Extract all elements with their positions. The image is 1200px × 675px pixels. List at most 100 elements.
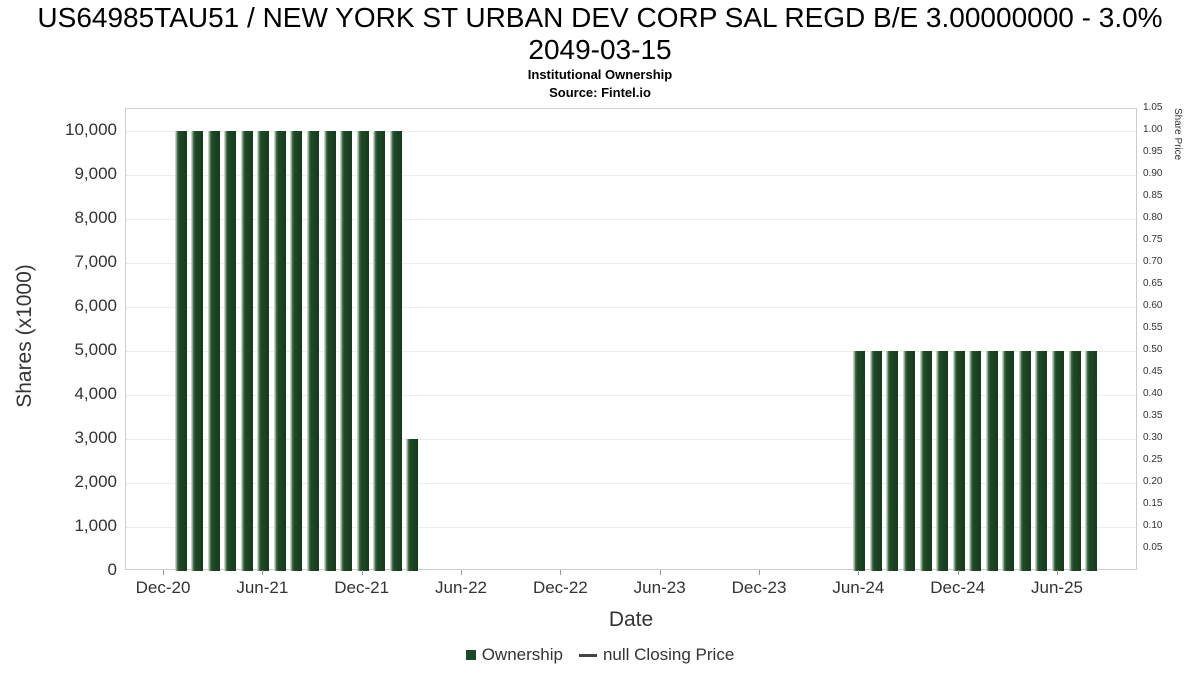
ownership-bar: [1085, 351, 1098, 571]
gridline: [126, 351, 1136, 352]
y-axis-right-tick-label: 1.05: [1143, 102, 1163, 113]
gridline: [126, 439, 1136, 440]
gridline: [126, 307, 1136, 308]
ownership-bar: [207, 131, 220, 571]
legend-label-closing-price: null Closing Price: [602, 645, 735, 664]
y-axis-left-tick-label: 8,000: [74, 208, 117, 227]
ownership-bar: [356, 131, 369, 571]
chart-subtitle: Institutional Ownership: [527, 67, 673, 82]
x-axis-tick-label: Jun-22: [435, 578, 487, 597]
y-axis-right-tick-label: 0.65: [1143, 278, 1163, 289]
gridline: [126, 263, 1136, 264]
legend: Ownership null Closing Price: [0, 645, 1200, 665]
y-axis-right-tick-label: 0.40: [1143, 388, 1163, 399]
y-axis-right-tick-label: 0.90: [1143, 168, 1163, 179]
ownership-square-swatch-icon: [465, 650, 476, 660]
ownership-bar: [191, 131, 204, 571]
y-axis-left-tick-label: 5,000: [74, 340, 117, 359]
y-axis-left-tick-label: 7,000: [74, 252, 117, 271]
x-axis-tick-mark: [461, 570, 462, 575]
gridline: [126, 483, 1136, 484]
ownership-bar: [307, 131, 319, 571]
ownership-bar: [406, 439, 419, 571]
ownership-bar: [340, 131, 353, 571]
y-axis-right-tick-label: 0.25: [1143, 454, 1163, 465]
y-axis-right-tick-label: 0.55: [1143, 322, 1163, 333]
legend-item-ownership[interactable]: Ownership: [465, 645, 563, 665]
x-axis-tick-mark: [361, 570, 363, 575]
ownership-bar: [869, 351, 882, 571]
x-axis-tick-mark: [163, 570, 164, 575]
gridline: [126, 527, 1136, 528]
chart-source: Source: Fintel.io: [549, 85, 651, 100]
y-axis-right-tick-label: 0.35: [1143, 410, 1163, 421]
ownership-bar: [985, 351, 998, 571]
y-axis-left-tick-label: 2,000: [74, 472, 117, 491]
legend-label-ownership: Ownership: [481, 645, 563, 664]
x-axis-tick-mark: [262, 570, 264, 575]
ownership-bar: [1068, 351, 1081, 571]
y-axis-right-tick-label: 0.95: [1143, 146, 1163, 157]
y-axis-left-tick-label: 6,000: [74, 296, 117, 315]
gridline: [126, 131, 1136, 132]
x-axis-tick-label: Dec-23: [731, 578, 787, 597]
y-axis-left-tick-label: 3,000: [74, 428, 117, 447]
x-axis-tick-label: Dec-22: [532, 578, 588, 597]
ownership-bar: [290, 131, 303, 571]
y-axis-right-tick-label: 0.05: [1143, 542, 1163, 553]
legend-item-closing-price[interactable]: null Closing Price: [578, 645, 735, 665]
x-axis-label: Date: [608, 608, 654, 631]
chart-title-text: US64985TAU51 / NEW YORK ST URBAN DEV COR…: [37, 2, 1163, 65]
x-axis-tick-label: Jun-24: [832, 578, 885, 597]
y-axis-right-tick-label: 0.70: [1143, 256, 1163, 267]
x-axis-tick-mark: [659, 570, 661, 575]
plot-area: [125, 108, 1137, 571]
ownership-bar: [224, 131, 237, 571]
ownership-bar: [240, 131, 253, 571]
y-axis-right-tick-label: 0.80: [1143, 212, 1163, 223]
closing-price-dash-swatch-icon: [578, 653, 597, 657]
y-axis-left-tick-label: 9,000: [74, 164, 117, 183]
y-axis-right-tick-label: 0.60: [1143, 300, 1163, 311]
ownership-bar: [1052, 351, 1065, 571]
x-axis-tick-mark: [759, 570, 761, 575]
y-axis-left-tick-label: 10,000: [65, 120, 117, 139]
y-axis-right-tick-label: 0.45: [1143, 366, 1163, 377]
x-axis-tick-label: Dec-24: [930, 578, 986, 597]
gridline: [126, 219, 1136, 220]
y-axis-left-tick-label: 1,000: [74, 516, 117, 535]
x-axis-tick-mark: [858, 570, 860, 575]
y-axis-right-tick-label: 0.15: [1143, 498, 1163, 509]
x-axis-tick-mark: [560, 570, 562, 575]
ownership-bar: [1002, 351, 1015, 571]
ownership-bar: [886, 351, 899, 571]
ownership-bar: [969, 351, 982, 571]
chart-title: US64985TAU51 / NEW YORK ST URBAN DEV COR…: [0, 2, 1200, 66]
ownership-bar: [919, 351, 932, 571]
x-axis-tick-label: Jun-23: [633, 578, 686, 597]
ownership-bar: [1018, 351, 1031, 571]
y-axis-right-tick-label: 0.75: [1143, 234, 1163, 245]
x-axis-tick-label: Dec-20: [135, 578, 191, 597]
gridline: [126, 395, 1136, 396]
ownership-bar: [174, 131, 187, 571]
x-axis-tick-mark: [1057, 570, 1059, 575]
ownership-bar: [323, 131, 336, 571]
gridline: [126, 175, 1136, 176]
y-axis-right-tick-label: 0.10: [1143, 520, 1163, 531]
y-axis-right-tick-label: 1.00: [1143, 124, 1163, 135]
y-axis-label-right: Share Price: [1172, 108, 1183, 161]
y-axis-right-tick-label: 0.85: [1143, 190, 1163, 201]
y-axis-right-tick-label: 0.20: [1143, 476, 1163, 487]
x-axis-tick-mark: [957, 570, 959, 575]
ownership-bar: [936, 351, 949, 571]
ownership-bar: [257, 131, 270, 571]
ownership-bar: [389, 131, 402, 571]
ownership-bar: [853, 351, 866, 571]
x-axis-tick-label: Dec-21: [334, 578, 390, 597]
x-axis-tick-label: Jun-25: [1031, 578, 1083, 597]
y-axis-right-tick-label: 0.50: [1143, 344, 1163, 355]
ownership-bar: [903, 351, 916, 571]
y-axis-left-tick-label: 4,000: [74, 384, 117, 403]
